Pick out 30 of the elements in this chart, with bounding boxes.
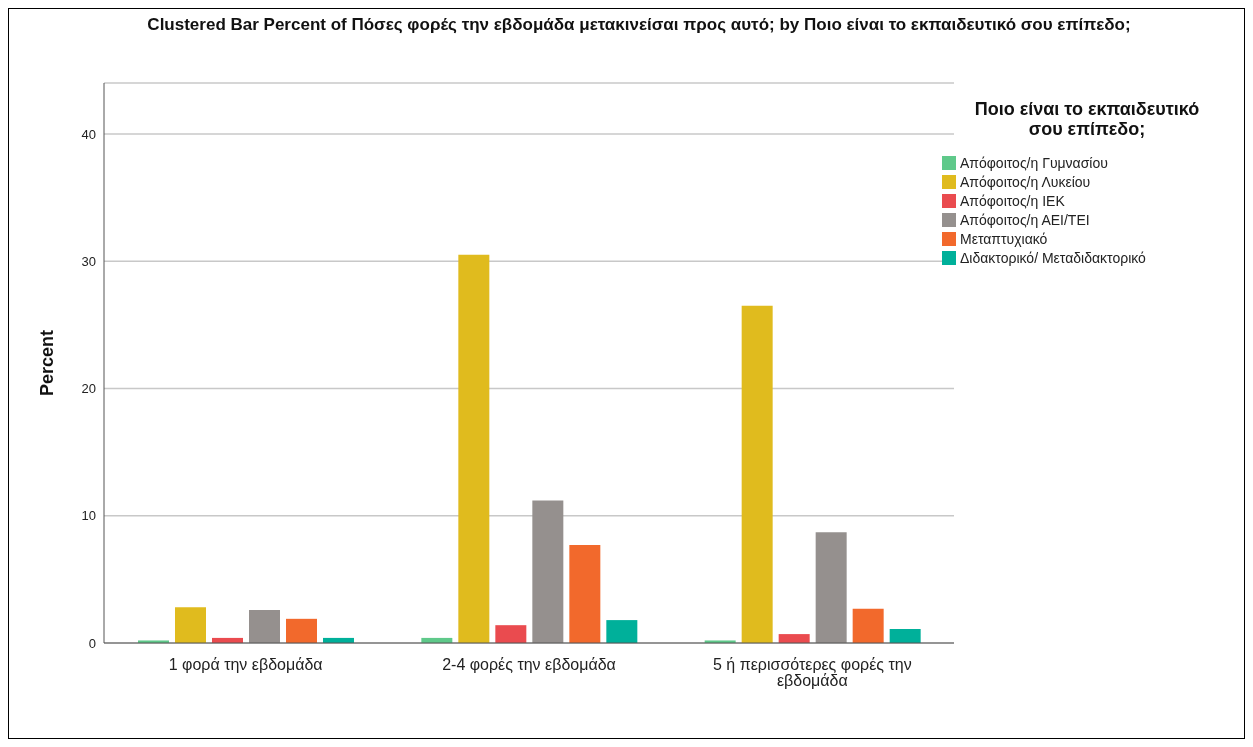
- y-tick-label: 30: [81, 253, 96, 269]
- bar: [815, 532, 847, 643]
- bar: [889, 629, 921, 643]
- x-tick-label: 2-4 φορές την εβδομάδα: [442, 656, 616, 674]
- bar: [458, 254, 490, 643]
- y-tick-label: 0: [88, 635, 96, 651]
- y-axis-title: Percent: [37, 329, 58, 397]
- legend-label: Απόφοιτος/η ΑΕΙ/ΤΕΙ: [960, 211, 1090, 228]
- bar: [175, 607, 206, 643]
- legend-label: Απόφοιτος/η Γυμνασίου: [960, 154, 1108, 171]
- bar: [741, 305, 773, 643]
- bar: [286, 618, 317, 643]
- chart-title: Clustered Bar Percent of Πόσες φορές την εβδομάδα μετακινείσαι προς αυτό; by Ποιο είναι το εκπαιδευτικό σου επίπεδο;: [146, 15, 1132, 34]
- legend-title: Ποιο είναι το εκπαιδευτικό σου επίπεδο;: [973, 99, 1201, 139]
- bar: [569, 545, 601, 643]
- y-tick-label: 20: [81, 381, 96, 397]
- y-tick-label: 10: [81, 508, 96, 524]
- bar: [852, 608, 884, 643]
- bar: [778, 634, 810, 643]
- bar: [495, 625, 527, 643]
- bar: [606, 620, 638, 643]
- x-tick-label: 5 ή περισσότερες φορές την εβδομάδα: [713, 656, 912, 690]
- legend-label: Διδακτορικό/ Μεταδιδακτορικό: [960, 249, 1146, 266]
- y-tick-label: 40: [81, 126, 96, 142]
- bar: [532, 500, 564, 643]
- legend-label: Απόφοιτος/η Λυκείου: [960, 173, 1091, 190]
- x-tick-label: 1 φορά την εβδομάδα: [168, 656, 323, 674]
- legend-label: Μεταπτυχιακό: [960, 230, 1048, 247]
- bar: [249, 609, 280, 643]
- legend-label: Απόφοιτος/η ΙΕΚ: [960, 192, 1065, 209]
